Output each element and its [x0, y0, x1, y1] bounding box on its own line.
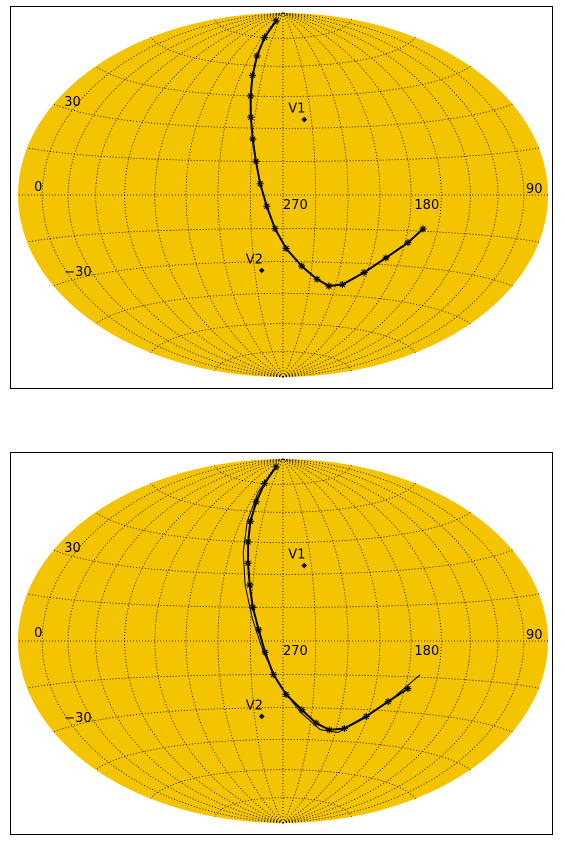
latitude-label: 30	[64, 541, 81, 556]
source-label: V2	[246, 252, 263, 267]
data-point-asterisk	[247, 92, 254, 99]
longitude-label: 180	[414, 198, 439, 213]
latitude-label: −30	[64, 265, 91, 280]
data-point-asterisk	[247, 114, 254, 121]
data-point-asterisk	[272, 225, 279, 232]
longitude-label: 90	[526, 628, 543, 643]
latitude-label: 30	[64, 95, 81, 110]
longitude-label: 90	[526, 182, 543, 197]
sky-map-top-panel: 30 0 −30 270 180 90 V1 V2	[10, 6, 553, 389]
sky-map-bottom-panel: 30 0 −30 270 180 90 V1 V2	[10, 452, 553, 835]
longitude-label: 270	[283, 198, 308, 213]
latitude-label: 0	[34, 180, 42, 195]
sky-map-top: 30 0 −30 270 180 90 V1 V2	[11, 7, 554, 390]
source-label: V2	[246, 698, 263, 713]
sky-map-bottom: 30 0 −30 270 180 90 V1 V2	[11, 453, 554, 836]
source-label: V1	[288, 548, 305, 563]
source-label: V1	[288, 102, 305, 117]
data-point-asterisk	[249, 72, 256, 79]
latitude-label: 0	[34, 626, 42, 641]
longitude-label: 270	[283, 644, 308, 659]
data-point-asterisk	[249, 136, 256, 143]
latitude-label: −30	[64, 711, 91, 726]
data-point-asterisk	[283, 245, 290, 252]
longitude-label: 180	[414, 644, 439, 659]
